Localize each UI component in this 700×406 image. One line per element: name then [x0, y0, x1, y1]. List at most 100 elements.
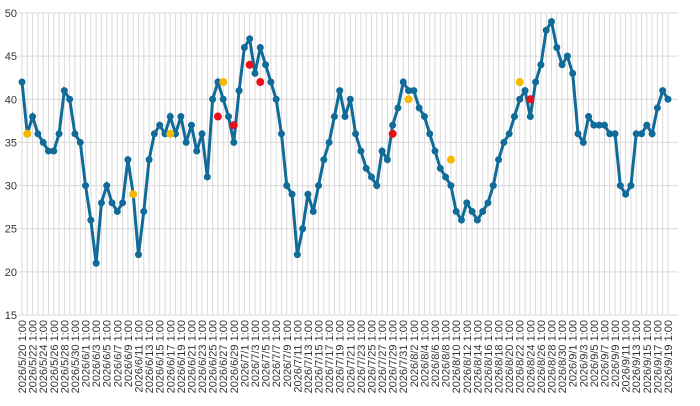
- point: [330, 113, 338, 121]
- point: [150, 130, 158, 138]
- point: [579, 138, 587, 146]
- point: [71, 130, 79, 138]
- point: [277, 130, 285, 138]
- point: [373, 182, 381, 190]
- point: [638, 130, 646, 138]
- highlight-point: [219, 78, 228, 87]
- point: [632, 130, 640, 138]
- y-tick-label: 30: [5, 181, 17, 193]
- point: [383, 156, 391, 164]
- point: [60, 87, 68, 95]
- point: [103, 182, 111, 190]
- point: [410, 87, 418, 95]
- x-tick-label: 2026/8/10 1:00: [451, 320, 463, 393]
- point: [39, 138, 47, 146]
- point: [558, 61, 566, 69]
- point: [585, 113, 593, 121]
- point: [235, 87, 243, 95]
- x-tick-label: 2026/8/28 1:00: [547, 320, 559, 393]
- point: [431, 147, 439, 155]
- point: [315, 182, 323, 190]
- point: [262, 61, 270, 69]
- x-tick-label: 2026/7/17 1:00: [324, 320, 336, 393]
- point: [198, 130, 206, 138]
- point: [288, 190, 296, 198]
- x-tick-label: 2026/8/4 1:00: [419, 320, 431, 387]
- point: [542, 26, 550, 34]
- x-tick-label: 2026/8/30 1:00: [557, 320, 569, 393]
- x-tick-label: 2026/7/27 1:00: [377, 320, 389, 393]
- point: [145, 156, 153, 164]
- point: [627, 182, 635, 190]
- x-tick-label: 2026/6/25 1:00: [208, 320, 220, 393]
- point: [479, 207, 487, 215]
- x-tick-label: 2026/6/3 1:00: [91, 320, 103, 387]
- x-tick-label: 2026/5/24 1:00: [38, 320, 50, 393]
- point: [574, 130, 582, 138]
- x-tick-label: 2026/6/9 1:00: [123, 320, 135, 387]
- x-tick-label: 2026/5/28 1:00: [59, 320, 71, 393]
- y-tick-label: 40: [5, 94, 17, 106]
- x-tick-label: 2026/6/19 1:00: [176, 320, 188, 393]
- point: [134, 251, 142, 259]
- point: [346, 95, 354, 103]
- point: [616, 182, 624, 190]
- x-tick-label: 2026/8/6 1:00: [430, 320, 442, 387]
- highlight-point: [129, 190, 138, 199]
- x-tick-label: 2026/8/22 1:00: [515, 320, 527, 393]
- highlight-point: [526, 95, 535, 104]
- y-tick-label: 50: [5, 8, 17, 20]
- point: [643, 121, 651, 129]
- point: [526, 113, 534, 121]
- point: [50, 147, 58, 155]
- point: [548, 18, 556, 26]
- point: [219, 95, 227, 103]
- point: [415, 104, 423, 112]
- point: [309, 207, 317, 215]
- x-tick-label: 2026/9/3 1:00: [578, 320, 590, 387]
- x-tick-label: 2026/7/23 1:00: [356, 320, 368, 393]
- highlight-point: [446, 155, 455, 164]
- point: [336, 87, 344, 95]
- y-tick-label: 25: [5, 224, 17, 236]
- point: [442, 173, 450, 181]
- x-tick-label: 2026/9/15 1:00: [642, 320, 654, 393]
- point: [156, 121, 164, 129]
- point: [563, 52, 571, 60]
- x-tick-label: 2026/5/26 1:00: [49, 320, 61, 393]
- point: [399, 78, 407, 86]
- point: [166, 113, 174, 121]
- point: [405, 87, 413, 95]
- point: [55, 130, 63, 138]
- point: [76, 138, 84, 146]
- point: [256, 44, 264, 52]
- x-tick-label: 2026/9/17 1:00: [652, 320, 664, 393]
- highlight-point: [245, 60, 254, 69]
- point: [648, 130, 656, 138]
- x-tick-label: 2026/5/22 1:00: [28, 320, 40, 393]
- point: [187, 121, 195, 129]
- point: [352, 130, 360, 138]
- x-tick-label: 2026/7/29 1:00: [388, 320, 400, 393]
- x-tick-label: 2026/9/13 1:00: [631, 320, 643, 393]
- x-tick-label: 2026/9/19 1:00: [663, 320, 675, 393]
- x-tick-label: 2026/7/15 1:00: [314, 320, 326, 393]
- point: [230, 138, 238, 146]
- x-tick-label: 2026/7/25 1:00: [366, 320, 378, 393]
- x-tick-label: 2026/6/15 1:00: [155, 320, 167, 393]
- x-tick-label: 2026/7/13 1:00: [303, 320, 315, 393]
- point: [251, 69, 259, 77]
- point: [29, 113, 37, 121]
- highlight-point: [515, 78, 524, 87]
- point: [452, 207, 460, 215]
- point: [463, 199, 471, 207]
- x-tick-label: 2026/6/1 1:00: [81, 320, 93, 387]
- point: [510, 113, 518, 121]
- x-tick-label: 2026/6/17 1:00: [165, 320, 177, 393]
- x-tick-label: 2026/7/31 1:00: [398, 320, 410, 393]
- point: [97, 199, 105, 207]
- point: [119, 199, 127, 207]
- x-tick-label: 2026/9/11 1:00: [621, 320, 633, 393]
- point: [484, 199, 492, 207]
